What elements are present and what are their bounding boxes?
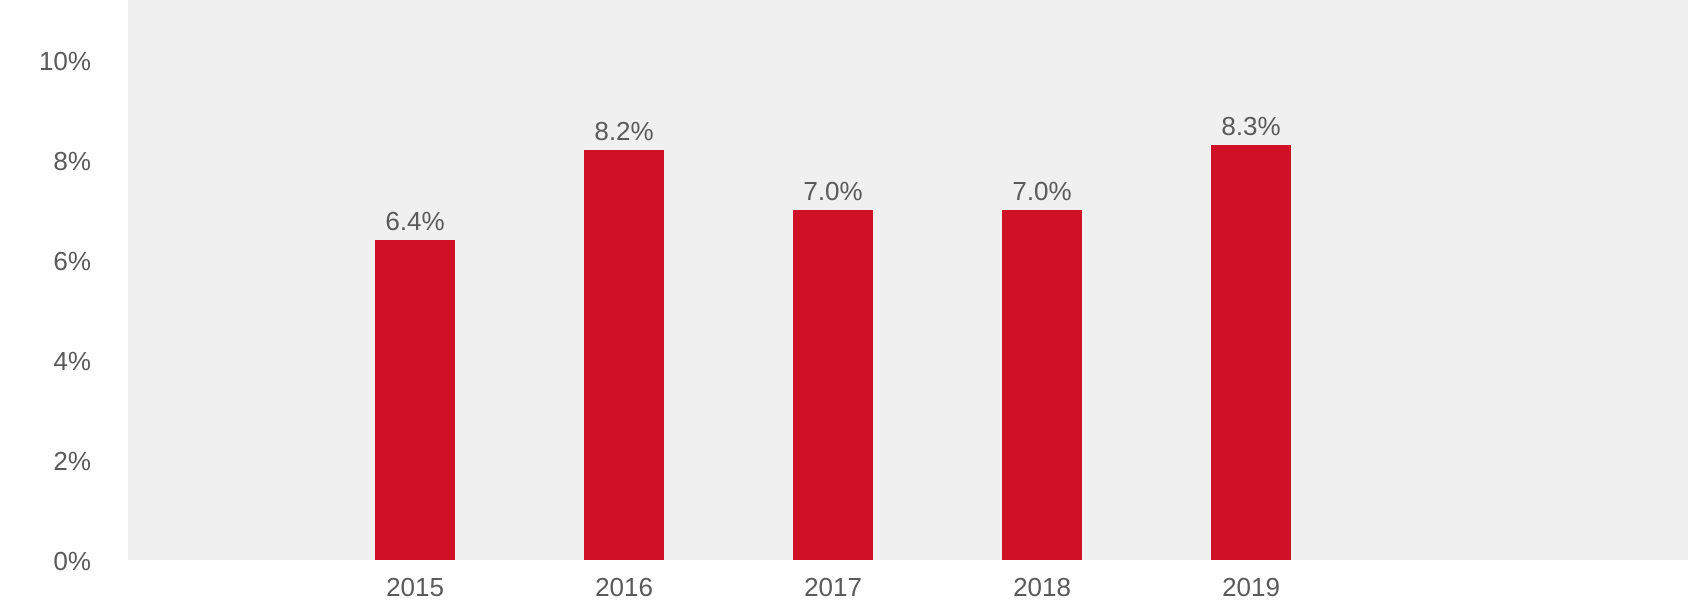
data-label-2016: 8.2%	[594, 116, 653, 146]
data-label-2017: 7.0%	[803, 176, 862, 206]
data-label-2019: 8.3%	[1221, 111, 1280, 141]
data-labels-group: 6.4% 8.2% 7.0% 7.0% 8.3%	[385, 111, 1280, 236]
y-axis: 0% 2% 4% 6% 8% 10%	[39, 46, 91, 576]
data-label-2015: 6.4%	[385, 206, 444, 236]
y-tick-label: 6%	[53, 246, 91, 276]
bar-2017	[793, 210, 873, 560]
bar-2018	[1002, 210, 1082, 560]
bar-2015	[375, 240, 455, 560]
y-tick-label: 10%	[39, 46, 91, 76]
plot-background	[128, 0, 1688, 560]
x-tick-label-2016: 2016	[595, 572, 653, 601]
x-axis: 2015 2016 2017 2018 2019	[386, 572, 1280, 602]
y-tick-label: 2%	[53, 446, 91, 476]
bar-2019	[1211, 145, 1291, 560]
x-tick-label-2018: 2018	[1013, 572, 1071, 601]
y-tick-label: 0%	[53, 546, 91, 576]
x-tick-label-2017: 2017	[804, 572, 862, 601]
y-tick-label: 4%	[53, 346, 91, 376]
bar-2016	[584, 150, 664, 560]
x-tick-label-2015: 2015	[386, 572, 444, 601]
x-tick-label-2019: 2019	[1222, 572, 1280, 601]
bars-group	[375, 145, 1291, 560]
data-label-2018: 7.0%	[1012, 176, 1071, 206]
y-tick-label: 8%	[53, 146, 91, 176]
